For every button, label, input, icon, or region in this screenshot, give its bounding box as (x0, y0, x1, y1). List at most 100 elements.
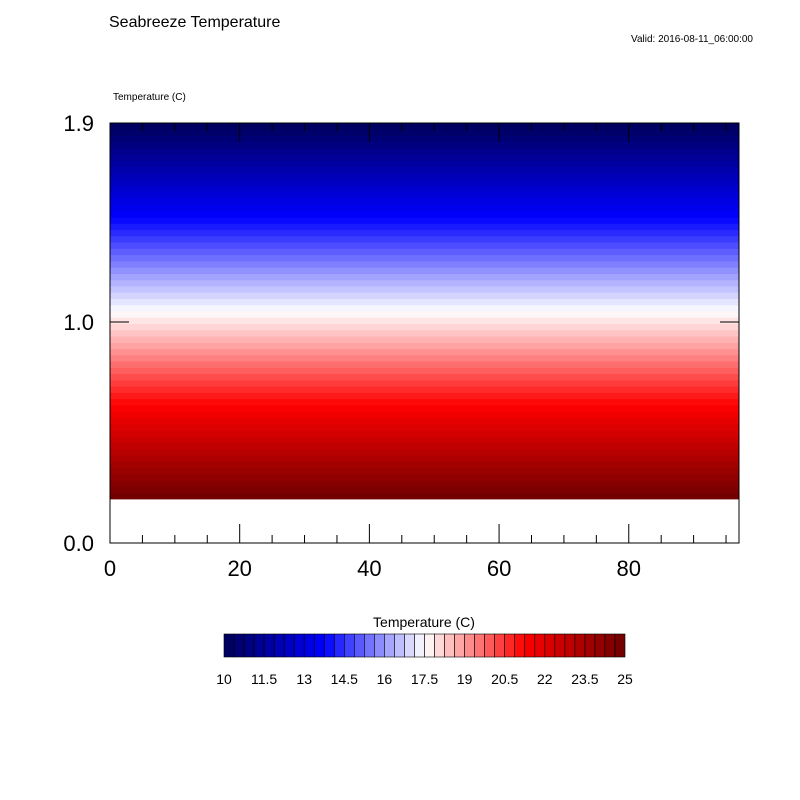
heatmap-band (110, 235, 739, 243)
heatmap-band (110, 248, 739, 256)
heatmap-band (110, 486, 739, 494)
heatmap-band (110, 185, 739, 193)
heatmap-band (110, 461, 739, 469)
heatmap-band (110, 273, 739, 281)
heatmap-band (110, 342, 739, 350)
heatmap-band (110, 361, 739, 368)
y-tick-label: 1.9 (63, 111, 94, 136)
y-tick-label: 1.0 (63, 310, 94, 335)
heatmap-band (110, 135, 739, 143)
colorbar-labels: 10 11.5 13 14.5 16 17.5 19 20.5 22 23.5 25 (216, 671, 633, 687)
colorbar-box (273, 633, 285, 658)
heatmap-band (110, 229, 739, 237)
heatmap-band (110, 317, 739, 325)
colorbar-box (263, 633, 275, 658)
heatmap-band (110, 454, 739, 462)
field-label: Temperature (C) (113, 92, 186, 103)
x-axis: 0 20 40 60 80 (104, 123, 727, 581)
colorbar-box (424, 633, 435, 658)
colorbar-box (584, 633, 596, 658)
colorbar-tick-label: 19 (457, 671, 473, 687)
colorbar-box (574, 633, 586, 658)
colorbar-tick-label: 13 (296, 671, 312, 687)
colorbar-box (243, 633, 255, 658)
colorbar-box (404, 633, 415, 658)
heatmap-band (110, 160, 739, 168)
heatmap-band (110, 392, 739, 400)
heatmap-band (110, 386, 739, 393)
heatmap-band (110, 191, 739, 199)
heatmap-band (110, 379, 739, 387)
colorbar-tick-label: 11.5 (251, 671, 277, 687)
colorbar-box (374, 633, 385, 658)
heatmap-band (110, 411, 739, 418)
colorbar-box (504, 633, 516, 658)
plot-frame (109, 122, 740, 544)
heatmap-band (110, 173, 739, 180)
heatmap-band (110, 260, 739, 268)
heatmap-band (110, 323, 739, 331)
colorbar-box (343, 633, 355, 658)
heatmap-band (110, 310, 739, 318)
colorbar-box (384, 633, 395, 658)
colorbar-box (293, 633, 305, 658)
heatmap-band (110, 492, 739, 500)
heatmap-band (110, 404, 739, 412)
heatmap-band (110, 417, 739, 425)
heatmap-band (110, 223, 739, 231)
colorbar-tick-label: 20.5 (491, 671, 518, 687)
x-tick-label: 40 (357, 556, 381, 581)
colorbar-box (323, 633, 335, 658)
colorbar-box (444, 633, 455, 658)
heatmap-band (110, 304, 739, 312)
colorbar-box (283, 633, 295, 658)
heatmap-band (110, 436, 739, 444)
heatmap-band (110, 367, 739, 375)
heatmap-band (110, 398, 739, 406)
colorbar-box (253, 633, 265, 658)
colorbar-box (333, 633, 345, 658)
heatmap-band (110, 480, 739, 487)
colorbar-box (554, 633, 566, 658)
x-tick-label: 60 (487, 556, 511, 581)
heatmap-band (110, 267, 739, 274)
heatmap-band (110, 198, 739, 206)
colorbar-box (534, 633, 546, 658)
heatmap-band (110, 429, 739, 437)
colorbar-box (233, 633, 245, 658)
colorbar-box (564, 633, 576, 658)
colorbar-box (594, 633, 606, 658)
x-tick-label: 80 (617, 556, 641, 581)
colorbar-box (303, 633, 315, 658)
colorbar-box (474, 633, 485, 658)
colorbar-tick-label: 25 (617, 671, 633, 687)
heatmap-band (110, 254, 739, 262)
colorbar-box (313, 633, 325, 658)
heatmap-band (110, 148, 739, 155)
heatmap-band (110, 467, 739, 475)
heatmap-band (110, 123, 739, 130)
heatmap-band (110, 298, 739, 306)
colorbar-box (464, 633, 475, 658)
colorbar-box (434, 633, 445, 658)
colorbar-tick-label: 23.5 (571, 671, 598, 687)
heatmap-fill (110, 123, 739, 500)
colorbar-box (494, 633, 505, 658)
colorbar-box (364, 633, 375, 658)
heatmap-band (110, 166, 739, 174)
heatmap-band (110, 442, 739, 450)
colorbar-box (354, 633, 365, 658)
heatmap-band (110, 448, 739, 456)
heatmap-band (110, 354, 739, 362)
colorbar-tick-label: 10 (216, 671, 232, 687)
heatmap-band (110, 210, 739, 218)
colorbar-tick-label: 22 (537, 671, 553, 687)
colorbar-box (524, 633, 536, 658)
colorbar-box (454, 633, 465, 658)
heatmap-band (110, 129, 739, 137)
heatmap-band (110, 242, 739, 249)
x-tick-label: 20 (227, 556, 251, 581)
colorbar-box (414, 633, 425, 658)
heatmap-band (110, 279, 739, 287)
heatmap-band (110, 179, 739, 187)
